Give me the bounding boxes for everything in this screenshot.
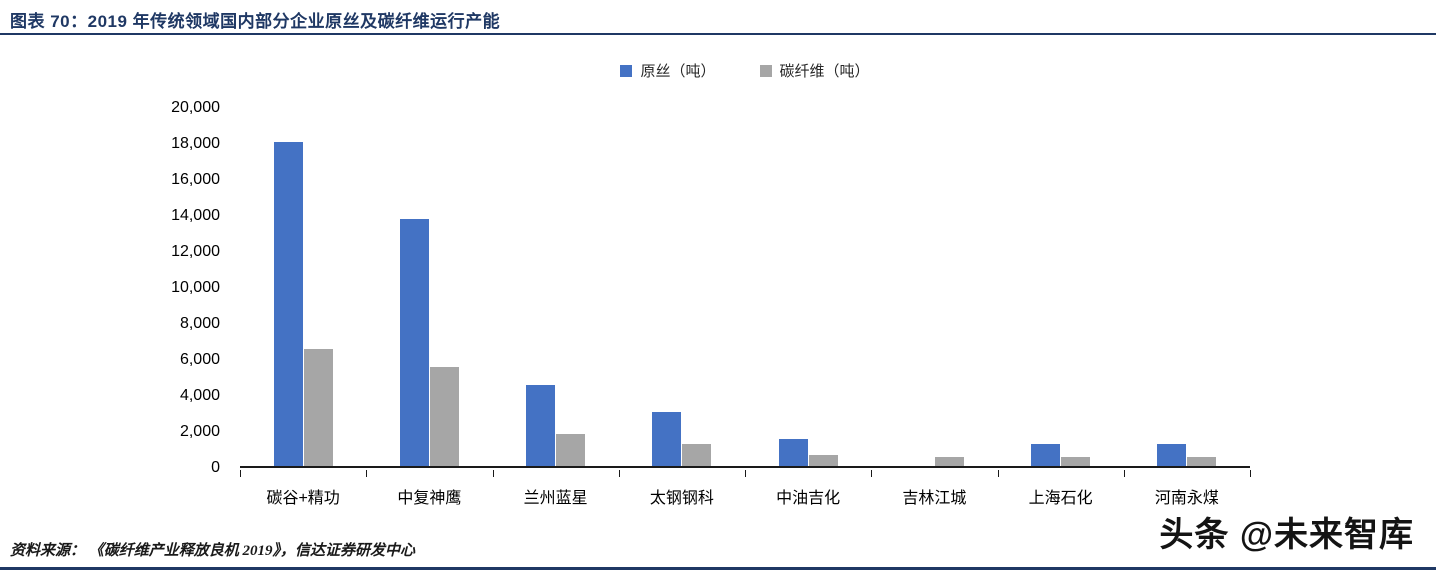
bar-group — [871, 108, 997, 466]
x-axis-category-label: 河南永煤 — [1154, 490, 1219, 507]
bar — [526, 385, 556, 466]
source-note: 资料来源： 《碳纤维产业释放良机 2019》，信达证券研发中心 — [10, 543, 416, 559]
y-axis-tick-label: 12,000 — [171, 243, 220, 260]
x-axis-category-label: 吉林江城 — [902, 490, 967, 507]
bar — [1187, 457, 1217, 466]
bar — [556, 433, 586, 466]
legend-swatch-blue-icon — [620, 64, 633, 77]
x-axis-category-label: 太钢钢科 — [649, 490, 714, 507]
x-axis-tick — [492, 470, 494, 477]
page-title: 图表 70：2019 年传统领域国内部分企业原丝及碳纤维运行产能 — [10, 12, 501, 31]
x-axis-category-label: 碳谷+精功 — [266, 490, 340, 507]
x-axis-category-label: 上海石化 — [1028, 490, 1093, 507]
x-axis-tick — [997, 470, 999, 477]
chart-legend: 原丝（吨） 碳纤维（吨） — [240, 60, 1250, 81]
bar-group — [745, 108, 871, 466]
bar — [1031, 444, 1061, 466]
bar-group — [998, 108, 1124, 466]
y-axis-tick-label: 10,000 — [171, 279, 220, 296]
x-axis-tick — [745, 470, 746, 477]
y-axis: 0 2,000 4,000 6,000 8,000 10,000 12,000 14,000 1… — [110, 99, 230, 476]
x-axis-tick — [240, 470, 241, 477]
bar-chart-plot-area — [240, 108, 1250, 468]
x-axis-ticks — [240, 470, 1251, 477]
legend-swatch-gray-icon — [759, 64, 772, 77]
x-axis-category-label: 兰州蓝星 — [523, 490, 588, 507]
y-axis-tick-label: 16,000 — [171, 171, 220, 188]
bar — [273, 142, 303, 466]
bar — [934, 457, 964, 466]
bar — [1157, 444, 1187, 466]
x-axis-tick — [1123, 470, 1125, 477]
x-axis-category-label: 中油吉化 — [776, 490, 841, 507]
legend-label: 碳纤维（吨） — [779, 63, 870, 80]
x-axis-labels: 碳谷+精功 中复神鹰 兰州蓝星 太钢钢科 中油吉化 吉林江城 上海石化 河南永煤 — [240, 484, 1250, 508]
y-axis-tick-label: 20,000 — [171, 99, 220, 116]
y-axis-tick-label: 2,000 — [179, 423, 220, 440]
title-divider — [0, 33, 1436, 35]
x-axis-tick — [366, 470, 368, 477]
y-axis-tick-label: 6,000 — [179, 351, 220, 368]
y-axis-tick-label: 18,000 — [171, 135, 220, 152]
x-axis-category-label: 中复神鹰 — [397, 490, 462, 507]
bar-group — [1124, 108, 1250, 466]
bar — [1061, 457, 1091, 466]
bar — [652, 412, 682, 466]
bar-group — [366, 108, 492, 466]
bottom-divider — [0, 567, 1436, 570]
y-axis-tick-label: 14,000 — [171, 207, 220, 224]
bar-group — [240, 108, 366, 466]
bar-group — [493, 108, 619, 466]
bar — [429, 367, 459, 466]
bar — [303, 349, 333, 466]
bar — [399, 219, 429, 466]
x-axis-tick — [871, 470, 873, 477]
legend-label: 原丝（吨） — [640, 63, 716, 80]
x-axis-tick — [1250, 470, 1251, 477]
bar — [778, 439, 808, 466]
x-axis-tick — [618, 470, 620, 477]
legend-item-tanxianwei: 碳纤维（吨） — [759, 60, 870, 81]
bar — [808, 455, 838, 466]
watermark: 头条 @未来智库 — [1159, 516, 1414, 554]
y-axis-tick-label: 8,000 — [179, 315, 220, 332]
y-axis-tick-label: 4,000 — [179, 387, 220, 404]
legend-item-yuansi: 原丝（吨） — [620, 60, 716, 81]
bar-group — [619, 108, 745, 466]
bar — [682, 444, 712, 466]
y-axis-tick-label: 0 — [211, 459, 220, 476]
